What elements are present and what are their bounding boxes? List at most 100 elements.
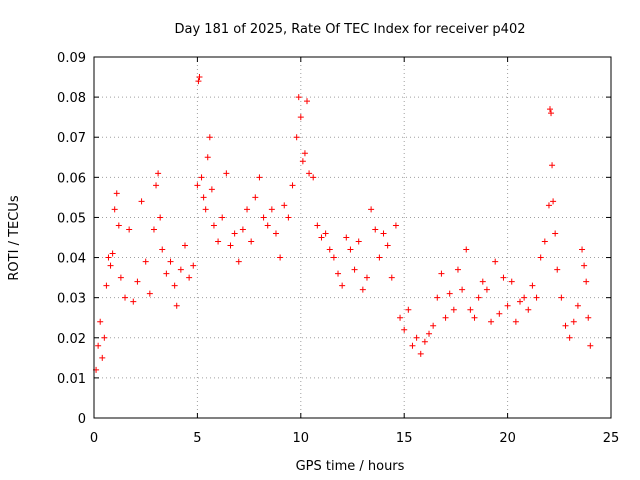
data-point xyxy=(202,206,209,213)
data-point xyxy=(339,282,346,289)
data-point xyxy=(326,246,333,253)
data-point xyxy=(219,214,226,221)
data-point xyxy=(181,242,188,249)
data-point xyxy=(549,162,556,169)
data-point xyxy=(215,238,222,245)
data-point xyxy=(351,266,358,273)
data-point xyxy=(272,230,279,237)
data-point xyxy=(517,298,524,305)
data-point xyxy=(335,270,342,277)
data-point xyxy=(138,198,145,205)
data-point xyxy=(173,302,180,309)
data-point xyxy=(450,306,457,313)
data-point xyxy=(500,274,507,281)
data-point xyxy=(195,78,202,85)
data-point xyxy=(159,246,166,253)
data-point xyxy=(297,114,304,121)
data-point xyxy=(204,154,211,161)
data-point xyxy=(471,314,478,321)
data-point xyxy=(583,278,590,285)
y-tick-label: 0.03 xyxy=(57,292,86,307)
data-point xyxy=(570,318,577,325)
data-point xyxy=(239,226,246,233)
data-point xyxy=(380,230,387,237)
data-points xyxy=(93,74,594,373)
data-point xyxy=(554,266,561,273)
data-point xyxy=(405,306,412,313)
x-tick-label: 20 xyxy=(499,431,516,446)
plot-frame xyxy=(93,56,612,419)
data-point xyxy=(210,222,217,229)
data-point xyxy=(318,234,325,241)
data-point xyxy=(409,342,416,349)
grid xyxy=(94,57,611,418)
data-point xyxy=(109,250,116,257)
data-point xyxy=(537,254,544,261)
x-tick-label: 10 xyxy=(293,431,310,446)
data-point xyxy=(163,270,170,277)
data-point xyxy=(304,98,311,105)
data-point xyxy=(463,246,470,253)
data-point xyxy=(421,338,428,345)
data-point xyxy=(368,206,375,213)
data-point xyxy=(105,254,112,261)
data-point xyxy=(372,226,379,233)
data-point xyxy=(548,110,555,117)
data-point xyxy=(227,242,234,249)
data-point xyxy=(248,238,255,245)
data-point xyxy=(392,222,399,229)
data-point xyxy=(126,226,133,233)
y-tick-label: 0.01 xyxy=(57,372,86,387)
data-point xyxy=(521,294,528,301)
data-point xyxy=(157,214,164,221)
data-point xyxy=(134,278,141,285)
y-tick-label: 0 xyxy=(78,412,86,427)
data-point xyxy=(285,214,292,221)
data-point xyxy=(301,150,308,157)
data-point xyxy=(115,222,122,229)
x-tick-label: 15 xyxy=(396,431,413,446)
data-point xyxy=(260,214,267,221)
x-tick-label: 25 xyxy=(603,431,620,446)
data-point xyxy=(566,334,573,341)
data-point xyxy=(533,294,540,301)
data-point xyxy=(299,158,306,165)
data-point xyxy=(277,254,284,261)
data-point xyxy=(208,186,215,193)
data-point xyxy=(177,266,184,273)
data-point xyxy=(235,258,242,265)
data-point xyxy=(171,282,178,289)
data-point xyxy=(434,294,441,301)
data-point xyxy=(142,258,149,265)
data-point xyxy=(196,74,203,81)
data-point xyxy=(130,298,137,305)
data-point xyxy=(244,206,251,213)
data-point xyxy=(508,278,515,285)
data-point xyxy=(446,290,453,297)
data-point xyxy=(117,274,124,281)
data-point xyxy=(293,134,300,141)
x-axis-ticks: 0 5 10 15 20 25 xyxy=(90,57,619,446)
data-point xyxy=(585,314,592,321)
data-point xyxy=(330,254,337,261)
data-point xyxy=(113,190,120,197)
data-point xyxy=(558,294,565,301)
data-point xyxy=(252,194,259,201)
data-point xyxy=(459,286,466,293)
data-point xyxy=(223,170,230,177)
data-point xyxy=(99,354,106,361)
data-point xyxy=(546,106,553,113)
data-point xyxy=(475,294,482,301)
data-point xyxy=(190,262,197,269)
data-point xyxy=(268,206,275,213)
data-point xyxy=(231,230,238,237)
data-point xyxy=(587,342,594,349)
y-tick-label: 0.04 xyxy=(57,252,86,267)
data-point xyxy=(295,94,302,101)
data-point xyxy=(289,182,296,189)
data-point xyxy=(146,290,153,297)
data-point xyxy=(107,262,114,269)
data-point xyxy=(198,174,205,181)
data-point xyxy=(200,194,207,201)
